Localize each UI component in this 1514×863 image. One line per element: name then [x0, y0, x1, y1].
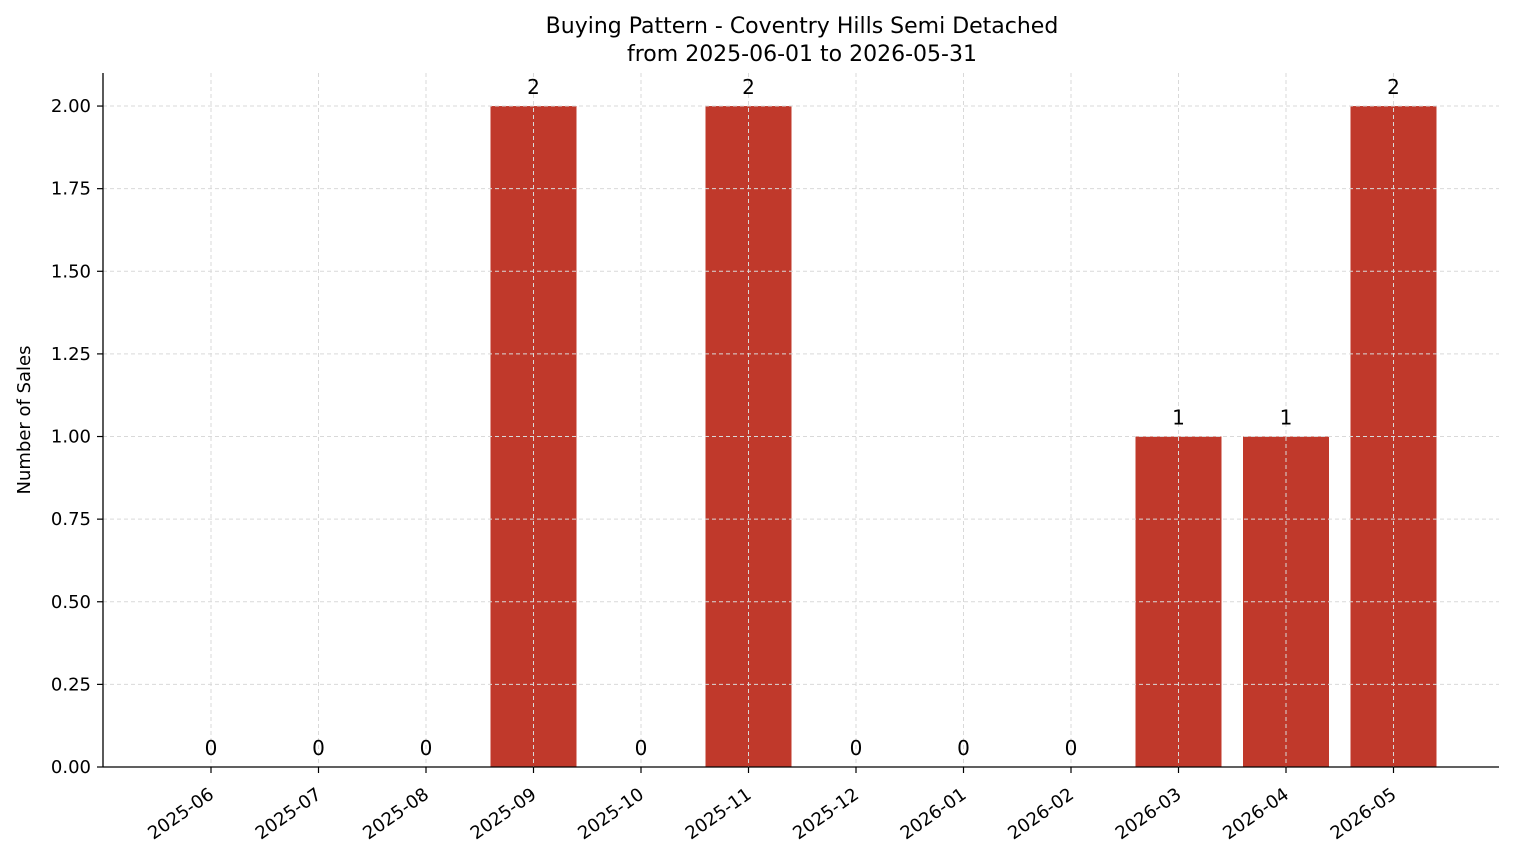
y-tick-label: 0.75	[51, 509, 91, 530]
y-tick-label: 2.00	[51, 96, 91, 117]
chart-title-group: Buying Pattern - Coventry Hills Semi Det…	[546, 14, 1059, 67]
data-label: 0	[1065, 736, 1078, 760]
data-label: 1	[1172, 406, 1185, 430]
x-tick-label: 2025-11	[682, 784, 756, 844]
x-tick-label: 2026-01	[897, 784, 971, 844]
data-label: 0	[420, 736, 433, 760]
x-tick-label: 2026-03	[1112, 784, 1186, 844]
x-tick-label: 2026-02	[1004, 784, 1078, 844]
y-axis-label: Number of Sales	[14, 345, 35, 494]
x-tick-label: 2025-06	[144, 784, 218, 844]
data-label: 0	[850, 736, 863, 760]
x-tick-label: 2025-12	[789, 784, 863, 844]
x-tick-label: 2025-09	[467, 784, 541, 844]
y-tick-label: 0.50	[51, 592, 91, 613]
y-tick-label: 0.25	[51, 674, 91, 695]
x-tick-label: 2025-10	[574, 784, 648, 844]
data-label: 0	[635, 736, 648, 760]
x-tick-label: 2025-07	[252, 784, 326, 844]
axes-layer	[97, 73, 1499, 773]
data-label: 0	[312, 736, 325, 760]
x-tick-label: 2026-05	[1327, 784, 1401, 844]
data-label: 2	[527, 75, 540, 99]
x-tick-label: 2025-08	[359, 784, 433, 844]
data-label: 0	[957, 736, 970, 760]
chart-subtitle: from 2025-06-01 to 2026-05-31	[627, 42, 977, 67]
y-tick-label: 1.25	[51, 344, 91, 365]
y-tick-label: 1.75	[51, 179, 91, 200]
data-label: 1	[1280, 406, 1293, 430]
grid-layer	[103, 73, 1499, 768]
y-tick-label: 0.00	[51, 757, 91, 778]
data-label: 2	[742, 75, 755, 99]
chart-title: Buying Pattern - Coventry Hills Semi Det…	[546, 14, 1059, 39]
y-tick-label: 1.00	[51, 427, 91, 448]
x-tick-label: 2026-04	[1219, 784, 1293, 844]
data-label: 2	[1387, 75, 1400, 99]
y-tick-label: 1.50	[51, 261, 91, 282]
data-label: 0	[205, 736, 218, 760]
